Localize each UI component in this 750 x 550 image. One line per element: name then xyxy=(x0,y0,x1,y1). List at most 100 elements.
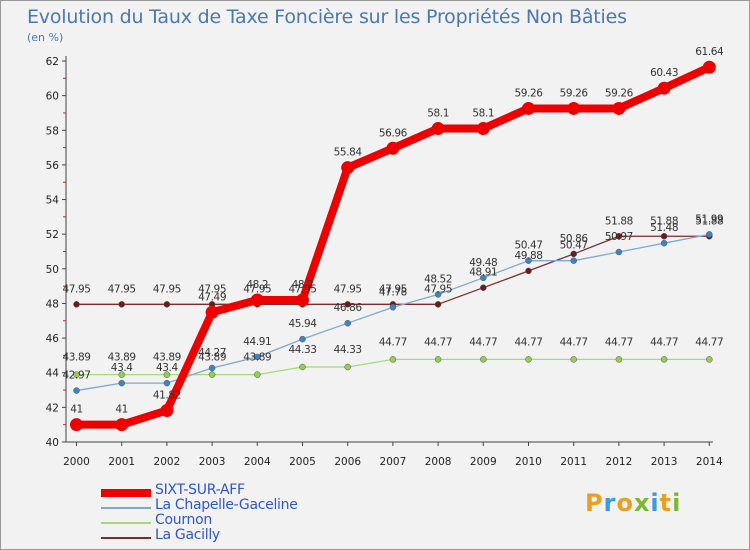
data-label: 44.33 xyxy=(334,344,362,356)
data-label: 44.33 xyxy=(288,344,316,356)
data-label: 44.27 xyxy=(198,347,226,359)
data-label: 44.77 xyxy=(469,336,497,348)
data-label: 43.4 xyxy=(111,362,133,374)
data-point xyxy=(525,356,532,363)
data-label: 47.95 xyxy=(198,283,226,295)
data-label: 50.97 xyxy=(605,231,633,243)
x-tick-label: 2007 xyxy=(380,456,407,468)
data-label: 58.1 xyxy=(472,108,494,120)
data-point xyxy=(570,356,577,363)
data-point xyxy=(525,257,532,264)
x-tick-label: 2005 xyxy=(289,456,316,468)
y-tick-label: 60 xyxy=(46,91,59,103)
y-tick-label: 44 xyxy=(46,368,60,380)
data-point xyxy=(250,293,264,307)
data-label: 51.88 xyxy=(605,215,633,227)
data-label: 56.96 xyxy=(379,127,408,139)
data-point xyxy=(706,231,713,238)
legend-label: Cournon xyxy=(155,512,212,528)
data-point xyxy=(615,356,623,363)
data-label: 47.78 xyxy=(379,286,407,298)
data-label: 48.2 xyxy=(246,279,268,291)
x-tick-label: 2002 xyxy=(154,456,181,468)
logo-letter: o xyxy=(616,489,634,517)
y-tick-label: 56 xyxy=(46,160,60,172)
data-label: 55.84 xyxy=(334,147,363,159)
data-point xyxy=(480,274,487,282)
data-point xyxy=(254,353,261,361)
data-point xyxy=(386,141,400,155)
data-point xyxy=(163,379,171,387)
proxiti-logo: Proxiti xyxy=(585,489,681,517)
y-tick-label: 46 xyxy=(46,333,60,345)
data-point xyxy=(344,363,351,371)
legend-swatch xyxy=(101,537,151,539)
data-point xyxy=(615,233,623,240)
data-label: 61.64 xyxy=(695,46,724,58)
x-tick-label: 2001 xyxy=(108,456,135,468)
data-label: 44.77 xyxy=(379,336,407,348)
logo-letter: i xyxy=(650,489,660,517)
legend-label: La Gacilly xyxy=(155,527,220,543)
data-point xyxy=(612,101,626,115)
data-point xyxy=(525,267,532,275)
data-point xyxy=(160,403,174,417)
data-label: 43.89 xyxy=(108,352,136,364)
data-label: 47.49 xyxy=(198,291,226,303)
x-tick-label: 2013 xyxy=(651,456,678,468)
x-tick-label: 2011 xyxy=(560,456,587,468)
data-point xyxy=(660,356,668,363)
data-label: 48.91 xyxy=(469,267,497,279)
data-point xyxy=(476,122,490,136)
series-lines xyxy=(70,60,716,432)
data-label: 43.89 xyxy=(198,352,226,364)
y-tick-label: 54 xyxy=(46,195,60,207)
x-tick-label: 2004 xyxy=(244,456,271,468)
data-point xyxy=(344,319,351,327)
data-point xyxy=(434,356,442,363)
data-point xyxy=(299,335,306,343)
y-tick-label: 62 xyxy=(46,56,59,68)
data-point xyxy=(208,364,216,372)
data-label: 51.88 xyxy=(650,215,678,227)
data-label: 51.48 xyxy=(650,222,678,234)
data-label: 50.47 xyxy=(560,240,588,252)
data-point xyxy=(118,371,125,378)
data-label: 47.95 xyxy=(288,283,316,295)
data-label: 59.26 xyxy=(514,87,543,99)
data-point xyxy=(431,122,445,136)
data-label: 42.97 xyxy=(62,370,90,382)
legend-swatch xyxy=(101,522,151,524)
data-point xyxy=(389,356,397,363)
data-point xyxy=(341,161,355,175)
data-label: 48.2 xyxy=(292,279,314,291)
data-point xyxy=(70,418,83,432)
logo-letter: x xyxy=(633,489,651,517)
y-tick-label: 58 xyxy=(46,125,59,137)
data-label: 59.26 xyxy=(605,87,634,99)
data-point xyxy=(660,233,668,240)
data-point xyxy=(389,304,397,311)
logo-letter: t xyxy=(659,489,673,517)
x-tick-label: 2000 xyxy=(63,456,90,468)
data-point xyxy=(163,371,171,378)
legend-swatch xyxy=(101,489,151,497)
x-tick-label: 2009 xyxy=(470,456,497,468)
data-label: 50.47 xyxy=(514,240,542,252)
legend-label: La Chapelle-Gaceline xyxy=(155,497,298,513)
data-label: 44.77 xyxy=(650,336,678,348)
data-point xyxy=(434,291,442,298)
legend-label: SIXT-SUR-AFF xyxy=(155,482,245,498)
x-tick-label: 2014 xyxy=(696,456,723,468)
data-point xyxy=(657,81,671,95)
data-label: 41 xyxy=(70,404,83,416)
data-label: 47.95 xyxy=(379,283,407,295)
data-label: 58.1 xyxy=(427,108,449,120)
y-tick-label: 40 xyxy=(46,437,59,449)
chart-subtitle: (en %) xyxy=(27,31,64,44)
data-point xyxy=(118,301,125,308)
y-tick-label: 42 xyxy=(46,402,59,414)
data-point xyxy=(163,301,171,308)
data-point xyxy=(480,356,487,363)
